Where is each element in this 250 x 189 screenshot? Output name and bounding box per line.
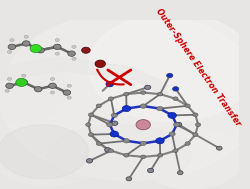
- Circle shape: [72, 45, 76, 48]
- Text: Outer-Sphere Electron Transfer: Outer-Sphere Electron Transfer: [154, 7, 242, 128]
- Circle shape: [156, 138, 164, 144]
- Circle shape: [112, 121, 118, 125]
- Circle shape: [158, 92, 163, 96]
- Circle shape: [176, 122, 182, 127]
- Circle shape: [124, 92, 129, 96]
- Circle shape: [49, 83, 56, 88]
- Circle shape: [5, 89, 9, 92]
- Circle shape: [63, 90, 71, 95]
- Circle shape: [158, 153, 163, 157]
- Circle shape: [54, 44, 61, 50]
- Circle shape: [96, 104, 102, 108]
- Ellipse shape: [48, 125, 191, 186]
- Circle shape: [55, 39, 60, 42]
- Circle shape: [124, 139, 130, 143]
- Circle shape: [88, 133, 94, 136]
- Circle shape: [140, 91, 146, 94]
- Ellipse shape: [88, 13, 250, 121]
- Circle shape: [55, 52, 60, 55]
- Circle shape: [22, 41, 30, 46]
- Circle shape: [196, 123, 201, 127]
- Circle shape: [140, 104, 146, 108]
- Circle shape: [106, 81, 114, 87]
- Circle shape: [178, 171, 183, 175]
- Circle shape: [169, 132, 175, 136]
- Circle shape: [173, 97, 178, 101]
- Circle shape: [50, 77, 55, 81]
- Circle shape: [108, 97, 114, 101]
- Ellipse shape: [0, 125, 88, 179]
- Circle shape: [157, 106, 163, 111]
- Circle shape: [148, 168, 154, 173]
- Circle shape: [96, 142, 102, 146]
- Circle shape: [216, 146, 222, 150]
- Circle shape: [168, 112, 176, 119]
- Circle shape: [30, 44, 42, 53]
- Circle shape: [67, 96, 71, 99]
- Circle shape: [34, 86, 42, 92]
- Circle shape: [67, 84, 71, 87]
- Circle shape: [140, 155, 146, 159]
- Circle shape: [110, 131, 118, 137]
- Ellipse shape: [138, 128, 244, 189]
- Ellipse shape: [0, 91, 114, 186]
- Circle shape: [16, 78, 27, 86]
- Circle shape: [72, 57, 76, 60]
- Circle shape: [95, 60, 106, 67]
- Circle shape: [185, 104, 190, 108]
- Circle shape: [104, 148, 111, 152]
- Circle shape: [24, 35, 28, 38]
- Circle shape: [193, 113, 198, 117]
- Circle shape: [22, 74, 26, 77]
- Ellipse shape: [0, 50, 67, 125]
- Circle shape: [8, 50, 12, 53]
- Circle shape: [86, 159, 92, 163]
- Circle shape: [6, 83, 13, 88]
- Circle shape: [173, 149, 178, 153]
- Circle shape: [172, 87, 179, 91]
- Circle shape: [144, 85, 151, 90]
- Circle shape: [108, 149, 114, 153]
- Circle shape: [8, 77, 12, 81]
- Circle shape: [140, 141, 146, 146]
- Circle shape: [107, 122, 113, 127]
- Circle shape: [124, 153, 129, 157]
- Circle shape: [136, 120, 150, 130]
- Circle shape: [193, 133, 198, 136]
- Circle shape: [8, 44, 16, 50]
- Circle shape: [86, 123, 91, 127]
- Polygon shape: [0, 57, 167, 96]
- Circle shape: [174, 122, 180, 127]
- Circle shape: [82, 47, 90, 53]
- Circle shape: [166, 73, 173, 78]
- Circle shape: [185, 142, 190, 146]
- Circle shape: [88, 113, 94, 117]
- Circle shape: [126, 177, 132, 181]
- Circle shape: [20, 80, 28, 85]
- Circle shape: [68, 51, 76, 56]
- Circle shape: [10, 39, 14, 42]
- Circle shape: [50, 91, 55, 94]
- Ellipse shape: [0, 11, 250, 180]
- Circle shape: [37, 48, 44, 53]
- Circle shape: [122, 105, 131, 112]
- Circle shape: [111, 113, 117, 118]
- FancyArrowPatch shape: [97, 70, 124, 84]
